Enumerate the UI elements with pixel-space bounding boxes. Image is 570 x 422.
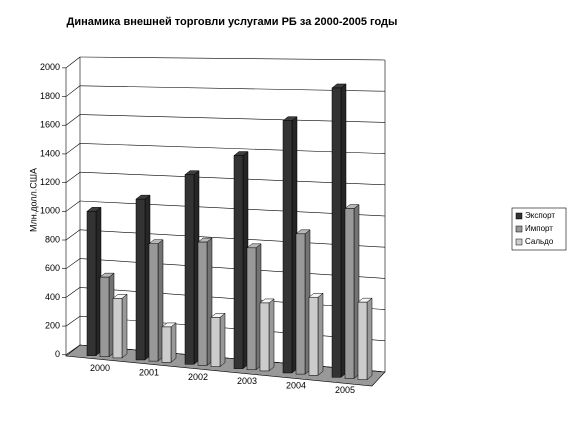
- y-tick-label: 800: [45, 234, 60, 244]
- legend-label: Импорт: [525, 224, 553, 233]
- grid-line: [65, 200, 81, 212]
- grid-line: [65, 114, 81, 126]
- y-tick-label: 1600: [40, 120, 60, 130]
- x-tick-label: 2001: [139, 367, 159, 377]
- bar-side: [219, 312, 226, 368]
- grid-line: [65, 287, 81, 298]
- bar: [197, 241, 208, 366]
- y-axis-label: Млн.долл.США: [28, 168, 38, 232]
- y-tick-label: 1400: [40, 148, 60, 158]
- bar: [112, 298, 123, 359]
- y-tick-label: 2000: [40, 62, 60, 72]
- legend-label: Экспорт: [525, 211, 555, 220]
- bar-side: [121, 293, 128, 359]
- chart-title: Динамика внешней торговли услугами РБ за…: [67, 16, 398, 28]
- y-tick-label: 1000: [40, 206, 60, 216]
- x-tick-label: 2003: [237, 376, 257, 386]
- bar: [148, 243, 159, 362]
- y-tick-label: 1800: [40, 91, 60, 101]
- grid-line: [65, 258, 81, 269]
- bar-side: [317, 292, 324, 376]
- bar: [246, 247, 257, 371]
- grid-line: [65, 56, 81, 69]
- bar: [308, 296, 319, 376]
- grid-line: [65, 315, 81, 327]
- grid-line: [65, 85, 81, 97]
- grid-line: [65, 171, 81, 183]
- grid-line: [65, 143, 81, 155]
- bar-side: [268, 298, 275, 372]
- bar: [135, 198, 146, 361]
- grid-line: [79, 56, 386, 61]
- y-tick-label: 0: [55, 349, 60, 359]
- y-tick-label: 1200: [40, 177, 60, 187]
- y-tick-label: 200: [45, 320, 60, 330]
- bar: [99, 276, 110, 358]
- x-tick-label: 2004: [286, 380, 306, 390]
- bar: [357, 301, 368, 380]
- x-tick-label: 2000: [90, 363, 110, 373]
- bar: [233, 155, 244, 369]
- grid-line: [65, 229, 81, 241]
- bar: [161, 326, 172, 363]
- bar: [331, 87, 342, 378]
- x-tick-label: 2005: [335, 385, 355, 395]
- legend-swatch: [515, 238, 523, 246]
- bar: [86, 211, 97, 356]
- x-tick-label: 2002: [188, 372, 208, 382]
- bar-side: [170, 322, 177, 363]
- grid-line: [65, 344, 81, 356]
- bar: [282, 120, 293, 374]
- bar-side: [366, 297, 373, 381]
- bar: [344, 208, 355, 379]
- bar: [295, 233, 306, 375]
- legend-label: Сальдо: [525, 237, 554, 246]
- legend-swatch: [515, 225, 523, 233]
- y-tick-label: 600: [45, 263, 60, 273]
- legend-swatch: [515, 212, 523, 220]
- bar: [259, 302, 270, 372]
- y-tick-label: 400: [45, 292, 60, 302]
- bar: [184, 174, 195, 365]
- bar: [210, 317, 221, 367]
